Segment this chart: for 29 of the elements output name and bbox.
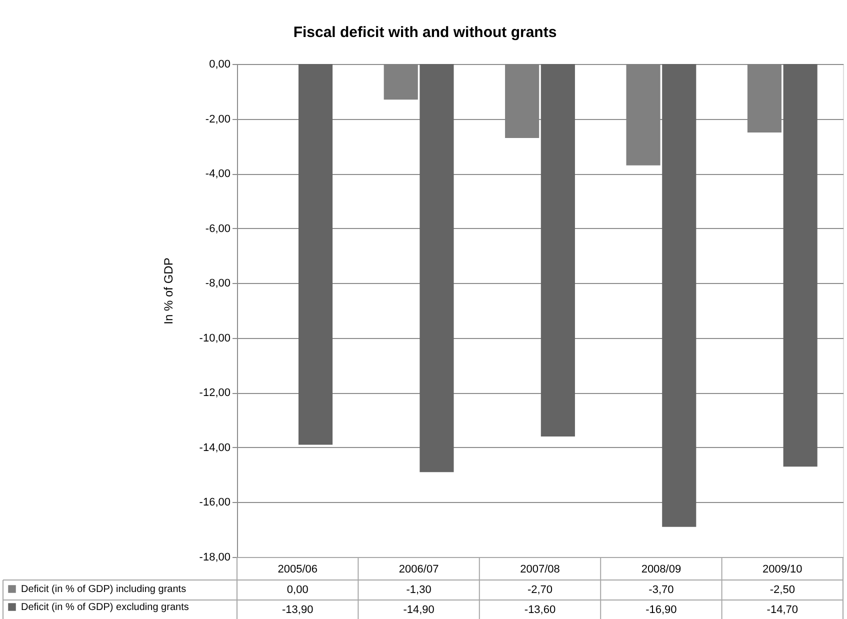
data-label: -2,70 <box>527 584 553 596</box>
x-tick-label: 2006/07 <box>398 564 439 576</box>
x-tick-label: 2008/09 <box>641 564 682 576</box>
data-label: -16,90 <box>646 604 677 616</box>
y-axis-title: In % of GDP <box>162 258 176 324</box>
y-tick-label: -18,00 <box>199 552 230 564</box>
y-tick-label: -6,00 <box>205 222 230 235</box>
data-label: -13,60 <box>524 604 556 616</box>
data-label: -1,30 <box>406 584 432 596</box>
chart-title: Fiscal deficit with and without grants <box>293 24 557 41</box>
data-label: -14,70 <box>766 604 798 616</box>
y-tick-label: -16,00 <box>199 496 230 509</box>
data-label: -2,50 <box>770 584 795 596</box>
y-tick-label: -10,00 <box>199 332 230 344</box>
x-tick-label: 2005/06 <box>278 564 318 576</box>
legend-label: Deficit (in % of GDP) excluding grants <box>21 602 189 613</box>
y-tick-label: -12,00 <box>199 387 230 400</box>
data-label: -3,70 <box>648 584 674 596</box>
x-tick-label: 2009/10 <box>762 564 802 576</box>
y-tick-label: -8,00 <box>205 278 230 290</box>
y-tick-label: -2,00 <box>205 113 230 126</box>
y-tick-label: -14,00 <box>199 442 230 454</box>
data-label: -13,90 <box>282 604 314 616</box>
y-tick-label: -4,00 <box>205 168 230 180</box>
legend-label: Deficit (in % of GDP) including grants <box>21 584 186 595</box>
x-tick-label: 2007/08 <box>520 564 560 576</box>
data-label: 0,00 <box>286 584 308 596</box>
data-label: -14,90 <box>403 604 434 616</box>
y-tick-label: 0,00 <box>209 58 230 70</box>
